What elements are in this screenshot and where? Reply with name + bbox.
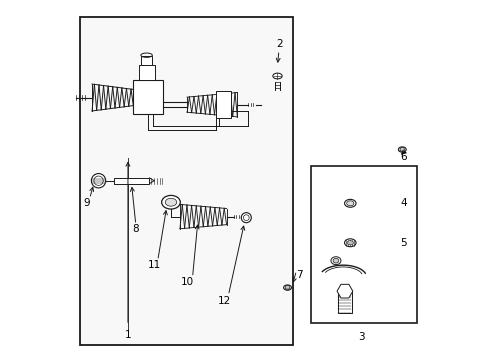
Ellipse shape [165,198,176,206]
Ellipse shape [344,239,355,247]
Bar [215,91,230,118]
Text: 9: 9 [83,198,90,208]
Bar [139,65,155,80]
Bar [310,166,416,323]
Polygon shape [80,17,292,345]
Text: 12: 12 [217,296,230,306]
Ellipse shape [272,73,282,79]
Circle shape [91,174,105,188]
Polygon shape [336,284,352,298]
Text: 7: 7 [295,270,302,280]
Text: 11: 11 [147,260,161,270]
Ellipse shape [330,257,340,265]
Text: 3: 3 [357,332,364,342]
Ellipse shape [162,195,180,209]
Text: 6: 6 [399,152,406,162]
Bar [113,178,149,184]
Ellipse shape [398,147,406,152]
Ellipse shape [346,201,353,206]
Circle shape [241,213,251,223]
Ellipse shape [346,240,353,245]
Bar [132,80,163,114]
Text: 4: 4 [399,198,406,208]
Text: 10: 10 [181,277,194,287]
Ellipse shape [332,258,338,263]
Bar [141,56,152,65]
Ellipse shape [344,199,355,207]
Bar [337,291,351,313]
Text: 8: 8 [132,225,139,234]
Ellipse shape [283,285,291,290]
Text: 5: 5 [399,238,406,248]
Text: 2: 2 [276,39,283,49]
Text: 1: 1 [124,330,131,340]
